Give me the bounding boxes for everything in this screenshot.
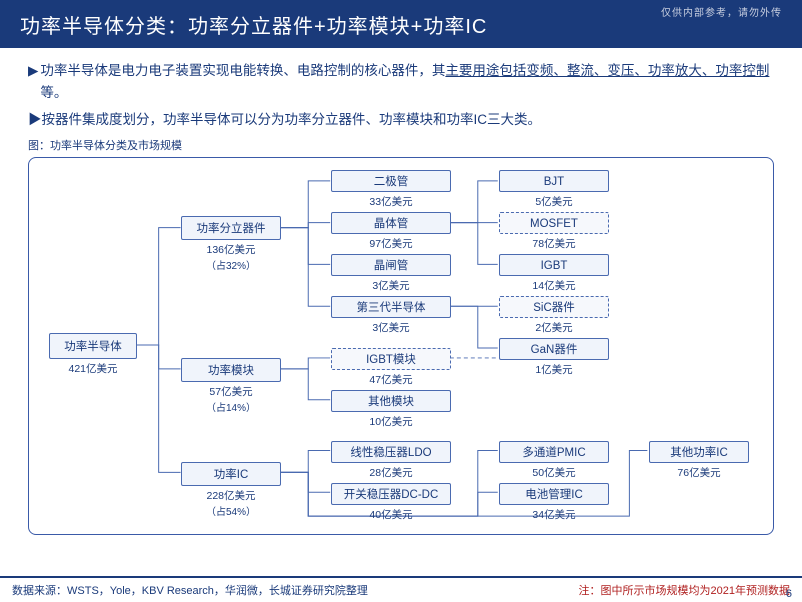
bullet-1: ▶ 功率半导体是电力电子装置实现电能转换、电路控制的核心器件，其主要用途包括变频…	[28, 60, 774, 103]
node-sub: 47亿美元	[369, 372, 412, 387]
node-label: 其他功率IC	[649, 441, 749, 463]
node-label: 第三代半导体	[331, 296, 451, 318]
node-label: BJT	[499, 170, 609, 192]
node-label: 线性稳压器LDO	[331, 441, 451, 463]
node-label: IGBT模块	[331, 348, 451, 370]
node-root: 功率半导体 421亿美元	[49, 333, 137, 376]
node-sub: 3亿美元	[372, 278, 409, 293]
node-D3: 其他功率IC 76亿美元	[649, 441, 749, 480]
node-sub2: （占54%）	[206, 503, 256, 518]
node-label: IGBT	[499, 254, 609, 276]
node-sub2: （占32%）	[206, 257, 256, 272]
node-label: 晶体管	[331, 212, 451, 234]
node-label: 二极管	[331, 170, 451, 192]
node-sub: 40亿美元	[369, 507, 412, 522]
node-R5: GaN器件 1亿美元	[499, 338, 609, 377]
bullet1-text-b: 主要用途	[445, 63, 499, 78]
node-sub: 10亿美元	[369, 414, 412, 429]
bullet-marker: ▶	[28, 60, 38, 103]
node-sub: 34亿美元	[532, 507, 575, 522]
node-sub2: （占14%）	[206, 399, 256, 414]
node-A3: 晶闸管 3亿美元	[331, 254, 451, 293]
node-label: 其他模块	[331, 390, 451, 412]
page-number: 6	[786, 588, 792, 600]
node-label: 电池管理IC	[499, 483, 609, 505]
node-label: 晶闸管	[331, 254, 451, 276]
node-label: 开关稳压器DC-DC	[331, 483, 451, 505]
node-sub: 5亿美元	[535, 194, 572, 209]
node-sub: 57亿美元	[209, 384, 252, 399]
node-A1: 二极管 33亿美元	[331, 170, 451, 209]
node-label: 多通道PMIC	[499, 441, 609, 463]
bullet2-text: ▶按器件集成度划分，功率半导体可以分为功率分立器件、功率模块和功率IC三大类。	[28, 109, 541, 131]
node-C2: 开关稳压器DC-DC 40亿美元	[331, 483, 451, 522]
node-sub: 2亿美元	[535, 320, 572, 335]
node-R4: SiC器件 2亿美元	[499, 296, 609, 335]
node-sub: 50亿美元	[532, 465, 575, 480]
node-sub: 1亿美元	[535, 362, 572, 377]
node-R2: MOSFET 78亿美元	[499, 212, 609, 251]
node-sub: 33亿美元	[369, 194, 412, 209]
node-B2: 其他模块 10亿美元	[331, 390, 451, 429]
slide: 仅供内部参考，请勿外传 功率半导体分类：功率分立器件+功率模块+功率IC ▶ 功…	[0, 0, 802, 602]
node-label: 功率分立器件	[181, 216, 281, 240]
footer-source: 数据来源：WSTS，Yole，KBV Research，华润微，长城证券研究院整…	[12, 582, 368, 598]
node-sub: 421亿美元	[68, 361, 117, 376]
bullet1-text-c: 包括变频、整流、变压、功率放大、功率控制	[499, 63, 769, 78]
diagram: 功率半导体421亿美元功率分立器件136亿美元（占32%）功率模块57亿美元（占…	[28, 157, 774, 535]
node-sub: 78亿美元	[532, 236, 575, 251]
node-label: SiC器件	[499, 296, 609, 318]
node-sub: 228亿美元	[206, 488, 255, 503]
node-sub: 136亿美元	[206, 242, 255, 257]
bullet1-text-a: 功率半导体是电力电子装置实现电能转换、电路控制的核心器件，其	[40, 63, 445, 78]
page-title: 功率半导体分类：功率分立器件+功率模块+功率IC	[20, 10, 487, 39]
node-A4: 第三代半导体 3亿美元	[331, 296, 451, 335]
node-L1a: 功率分立器件 136亿美元（占32%）	[181, 216, 281, 272]
figure-label: 图：功率半导体分类及市场规模	[28, 137, 774, 153]
content-area: ▶ 功率半导体是电力电子装置实现电能转换、电路控制的核心器件，其主要用途包括变频…	[0, 48, 802, 535]
node-label: 功率半导体	[49, 333, 137, 359]
node-L1c: 功率IC 228亿美元（占54%）	[181, 462, 281, 518]
node-D1: 多通道PMIC 50亿美元	[499, 441, 609, 480]
node-sub: 28亿美元	[369, 465, 412, 480]
node-A2: 晶体管 97亿美元	[331, 212, 451, 251]
node-sub: 76亿美元	[677, 465, 720, 480]
node-sub: 97亿美元	[369, 236, 412, 251]
bullet1-text-d: 等。	[40, 85, 67, 100]
footer: 数据来源：WSTS，Yole，KBV Research，华润微，长城证券研究院整…	[0, 576, 802, 602]
footer-note: 注：图中所示市场规模均为2021年预测数据	[579, 582, 790, 598]
node-sub: 3亿美元	[372, 320, 409, 335]
node-label: GaN器件	[499, 338, 609, 360]
node-C1: 线性稳压器LDO 28亿美元	[331, 441, 451, 480]
node-label: 功率IC	[181, 462, 281, 486]
node-B1: IGBT模块 47亿美元	[331, 348, 451, 387]
node-L1b: 功率模块 57亿美元（占14%）	[181, 358, 281, 414]
watermark: 仅供内部参考，请勿外传	[661, 4, 782, 19]
node-R3: IGBT 14亿美元	[499, 254, 609, 293]
bullet-2: ▶按器件集成度划分，功率半导体可以分为功率分立器件、功率模块和功率IC三大类。	[28, 109, 774, 131]
node-D2: 电池管理IC 34亿美元	[499, 483, 609, 522]
node-R1: BJT 5亿美元	[499, 170, 609, 209]
node-label: 功率模块	[181, 358, 281, 382]
node-label: MOSFET	[499, 212, 609, 234]
node-sub: 14亿美元	[532, 278, 575, 293]
